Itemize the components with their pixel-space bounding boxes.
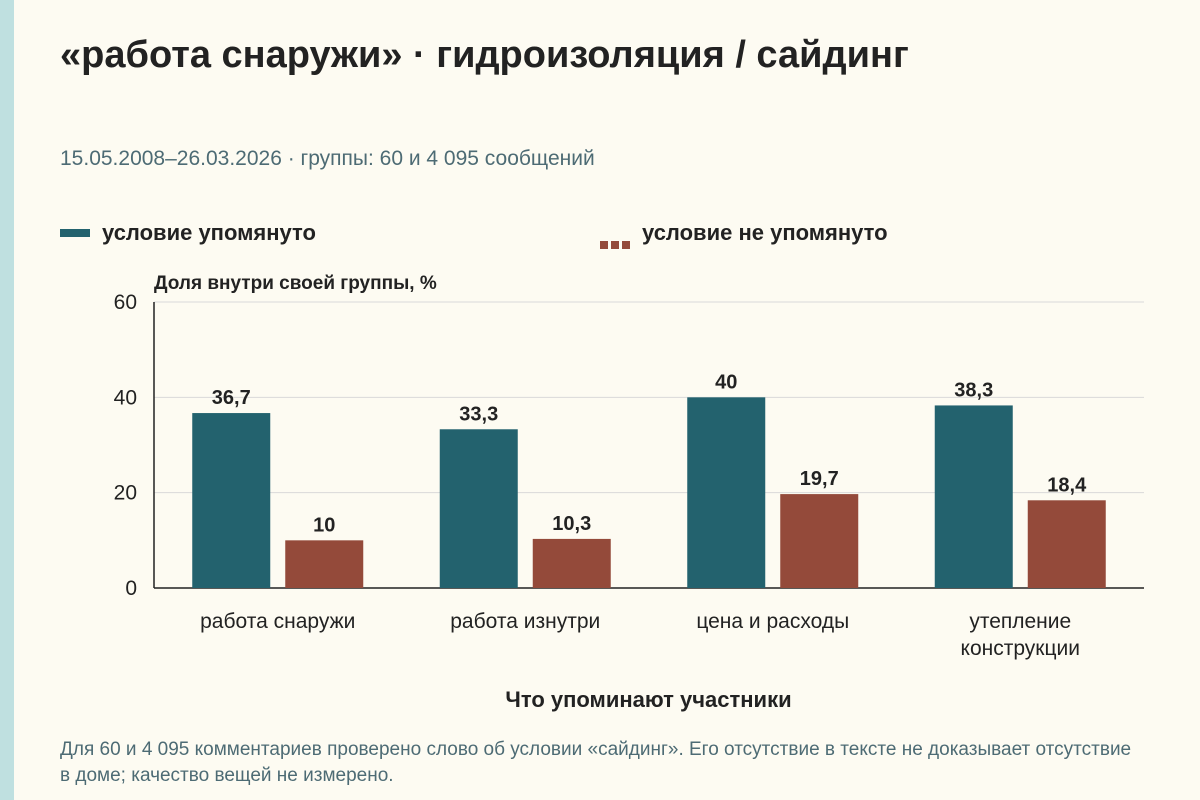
legend-label-not-mentioned: условие не упомянуто <box>642 220 888 245</box>
legend-swatch-not-mentioned <box>600 229 630 249</box>
bar <box>192 413 271 588</box>
data-label: 33,3 <box>459 403 498 425</box>
data-label: 38,3 <box>954 379 993 401</box>
y-tick-label: 40 <box>114 386 137 409</box>
data-label: 36,7 <box>212 387 251 409</box>
chart-title: «работа снаружи» · гидроизоляция / сайди… <box>60 34 909 76</box>
bar <box>780 494 859 588</box>
x-tick-label: утепление <box>969 610 1071 633</box>
y-tick-label: 0 <box>125 577 137 600</box>
data-label: 40 <box>715 371 737 393</box>
footnote: Для 60 и 4 095 комментариев проверено сл… <box>60 739 1132 786</box>
chart-subtitle: 15.05.2008–26.03.2026 · группы: 60 и 4 0… <box>60 147 595 170</box>
accent-strip <box>0 0 14 800</box>
bar <box>1027 500 1106 588</box>
y-tick-label: 20 <box>114 482 137 505</box>
legend-swatch-mentioned <box>60 229 90 237</box>
bar <box>934 405 1013 588</box>
x-axis-label: Что упоминают участники <box>505 687 792 712</box>
legend-label-mentioned: условие упомянуто <box>102 220 316 245</box>
bar <box>687 397 766 588</box>
x-tick-label: работа изнутри <box>450 610 600 633</box>
data-label: 19,7 <box>800 468 839 490</box>
data-label: 10,3 <box>552 513 591 535</box>
data-label: 10 <box>313 514 335 536</box>
x-tick-label: работа снаружи <box>200 610 355 633</box>
legend-item-mentioned: условие упомянуто <box>60 219 316 247</box>
legend-item-not-mentioned: условие не упомянуто <box>600 219 888 249</box>
bar <box>532 538 611 588</box>
bar <box>285 540 364 588</box>
data-label: 18,4 <box>1047 474 1087 496</box>
bar <box>439 429 518 588</box>
x-tick-label: цена и расходы <box>696 610 849 633</box>
y-axis-label: Доля внутри своей группы, % <box>154 273 437 294</box>
y-tick-label: 60 <box>114 291 137 314</box>
x-tick-label: конструкции <box>961 637 1080 660</box>
